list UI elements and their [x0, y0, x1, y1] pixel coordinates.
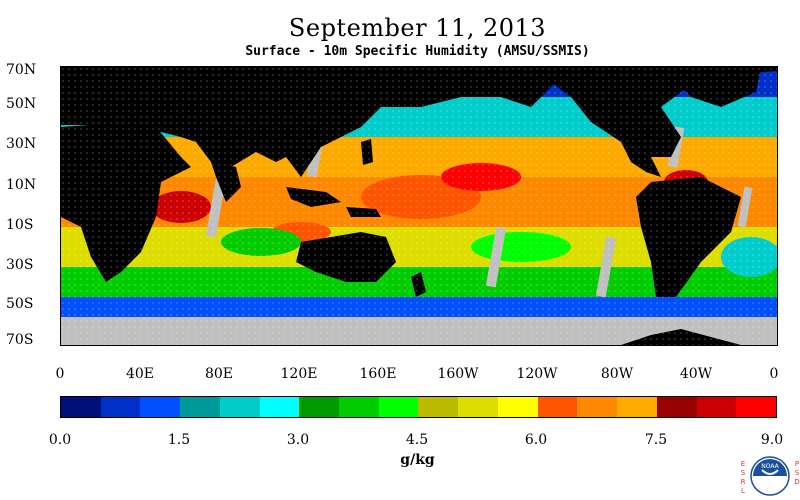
colorbar-swatch — [656, 397, 697, 417]
colorbar-swatch — [140, 397, 181, 417]
lat-label-70n: 70N — [6, 62, 37, 78]
noaa-logo: NOAA — [750, 456, 790, 496]
lon-label: 0 — [55, 366, 65, 382]
colorbar-swatch — [617, 397, 657, 417]
colorbar-swatch — [696, 397, 737, 417]
colorbar-swatch — [577, 397, 618, 417]
lon-label: 120W — [516, 366, 558, 382]
lon-label: 160E — [359, 366, 397, 382]
colorbar-swatch — [339, 397, 379, 417]
colorbar-swatch — [259, 397, 300, 417]
colorbar-swatch — [537, 397, 578, 417]
colorbar-swatch — [299, 397, 340, 417]
colorbar-swatch — [497, 397, 538, 417]
lon-label: 0 — [769, 366, 779, 382]
lon-label: 80E — [204, 366, 234, 382]
colorbar — [60, 396, 777, 418]
lat-label-10s: 10S — [6, 217, 34, 233]
colorbar-tick-label: 3.0 — [286, 432, 310, 448]
colorbar-swatch — [61, 397, 101, 417]
colorbar-swatch — [418, 397, 459, 417]
lat-label-10n: 10N — [6, 177, 37, 193]
colorbar-units: g/kg — [400, 452, 435, 468]
colorbar-tick-label: 6.0 — [524, 432, 548, 448]
colorbar-tick-label: 7.5 — [644, 432, 668, 448]
lat-label-30s: 30S — [6, 257, 34, 273]
colorbar-tick-label: 1.5 — [167, 432, 191, 448]
map-title: September 11, 2013 — [288, 14, 547, 42]
lon-label: 40E — [125, 366, 155, 382]
map-subtitle: Surface - 10m Specific Humidity (AMSU/SS… — [245, 44, 590, 59]
lon-label: 40W — [679, 366, 713, 382]
colorbar-swatch — [378, 397, 419, 417]
lon-label: 80W — [600, 366, 634, 382]
colorbar-swatch — [100, 397, 141, 417]
lat-label-70s: 70S — [6, 332, 34, 348]
lat-label-30n: 30N — [6, 136, 37, 152]
colorbar-swatch — [736, 397, 776, 417]
colorbar-tick-label: 4.5 — [405, 432, 429, 448]
colorbar-swatch — [180, 397, 220, 417]
humidity-map — [60, 66, 778, 346]
lat-label-50s: 50S — [6, 296, 34, 312]
lon-label: 160W — [437, 366, 479, 382]
lat-label-50n: 50N — [6, 96, 37, 112]
lon-label: 120E — [280, 366, 318, 382]
colorbar-tick-label: 0.0 — [48, 432, 72, 448]
colorbar-tick-label: 9.0 — [760, 432, 784, 448]
colorbar-swatch — [219, 397, 260, 417]
svg-text:NOAA: NOAA — [761, 463, 779, 470]
colorbar-swatch — [458, 397, 498, 417]
